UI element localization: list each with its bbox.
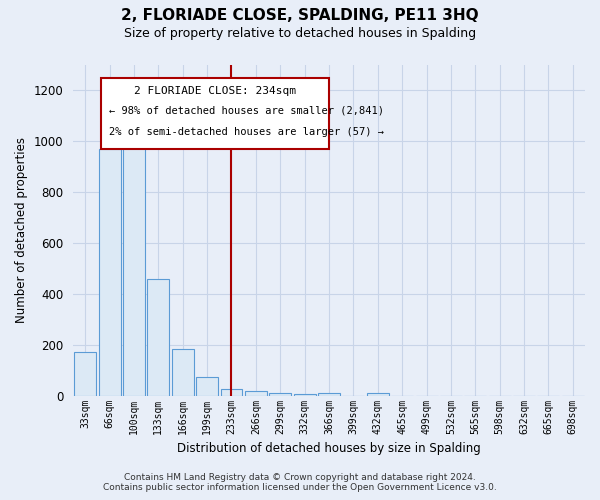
Bar	[172, 348, 194, 396]
Bar	[367, 393, 389, 396]
Text: Size of property relative to detached houses in Spalding: Size of property relative to detached ho…	[124, 28, 476, 40]
FancyBboxPatch shape	[101, 78, 329, 150]
Bar	[123, 144, 145, 396]
Text: 2, FLORIADE CLOSE, SPALDING, PE11 3HQ: 2, FLORIADE CLOSE, SPALDING, PE11 3HQ	[121, 8, 479, 22]
Text: 2 FLORIADE CLOSE: 234sqm: 2 FLORIADE CLOSE: 234sqm	[134, 86, 296, 97]
Bar	[293, 394, 316, 396]
Y-axis label: Number of detached properties: Number of detached properties	[15, 138, 28, 324]
Text: 2% of semi-detached houses are larger (57) →: 2% of semi-detached houses are larger (5…	[109, 127, 384, 137]
Bar	[148, 278, 169, 396]
Bar	[245, 390, 267, 396]
Bar	[196, 376, 218, 396]
X-axis label: Distribution of detached houses by size in Spalding: Distribution of detached houses by size …	[177, 442, 481, 455]
Bar	[318, 393, 340, 396]
Text: Contains HM Land Registry data © Crown copyright and database right 2024.
Contai: Contains HM Land Registry data © Crown c…	[103, 473, 497, 492]
Text: ← 98% of detached houses are smaller (2,841): ← 98% of detached houses are smaller (2,…	[109, 106, 384, 116]
Bar	[269, 393, 291, 396]
Bar	[74, 352, 96, 396]
Bar	[98, 149, 121, 396]
Bar	[221, 390, 242, 396]
